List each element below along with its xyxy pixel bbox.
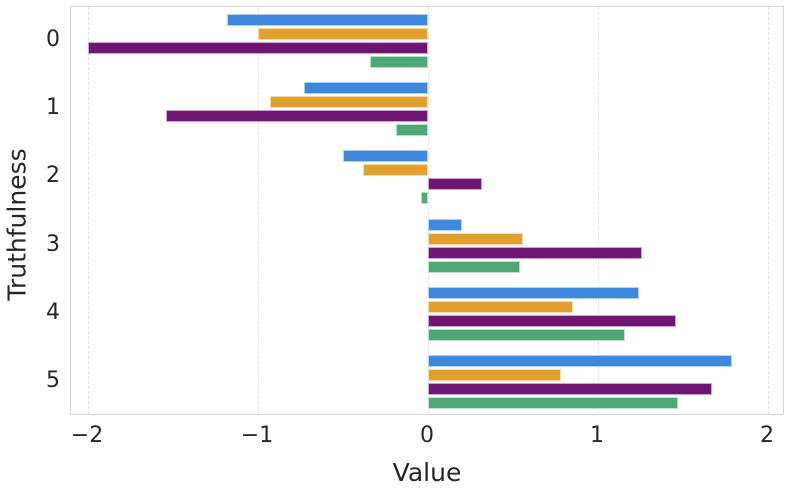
bar-series-orange-cat-2 bbox=[363, 164, 428, 177]
x-tick-label--1: −1 bbox=[240, 423, 274, 448]
plot-area bbox=[70, 6, 784, 415]
y-tick-label-4: 4 bbox=[46, 299, 60, 325]
gridline-x-2 bbox=[768, 7, 769, 414]
bar-series-orange-cat-5 bbox=[428, 368, 561, 381]
y-tick-label-0: 0 bbox=[46, 27, 60, 53]
gridline-x--2 bbox=[88, 7, 89, 414]
y-tick-label-5: 5 bbox=[46, 367, 60, 393]
bar-series-purple-cat-2 bbox=[428, 178, 483, 191]
bar-series-purple-cat-0 bbox=[88, 42, 428, 55]
x-tick-label-0: 0 bbox=[420, 423, 434, 448]
bar-series-green-cat-1 bbox=[395, 124, 428, 137]
bar-series-blue-cat-1 bbox=[303, 82, 428, 95]
y-tick-label-2: 2 bbox=[46, 163, 60, 189]
bar-series-orange-cat-3 bbox=[428, 232, 524, 245]
bar-series-orange-cat-4 bbox=[428, 300, 573, 313]
x-tick-label-2: 2 bbox=[760, 423, 774, 448]
bar-series-purple-cat-4 bbox=[428, 314, 677, 327]
bar-series-blue-cat-3 bbox=[428, 218, 462, 231]
bar-series-blue-cat-0 bbox=[227, 14, 428, 27]
bar-series-blue-cat-5 bbox=[428, 354, 733, 367]
bar-series-orange-cat-0 bbox=[258, 28, 428, 41]
bar-series-blue-cat-4 bbox=[428, 286, 639, 299]
bar-series-purple-cat-1 bbox=[166, 110, 428, 123]
bar-series-green-cat-2 bbox=[421, 192, 428, 205]
bar-series-orange-cat-1 bbox=[269, 96, 428, 109]
x-tick-label-1: 1 bbox=[590, 423, 604, 448]
bar-series-purple-cat-5 bbox=[428, 382, 712, 395]
bar-series-green-cat-5 bbox=[428, 396, 678, 409]
y-tick-label-3: 3 bbox=[46, 231, 60, 257]
bar-series-green-cat-4 bbox=[428, 328, 626, 341]
bar-series-green-cat-3 bbox=[428, 260, 520, 273]
gridline-x-0 bbox=[428, 7, 429, 414]
bar-series-blue-cat-2 bbox=[343, 150, 428, 163]
bar-series-green-cat-0 bbox=[370, 56, 428, 69]
bar-series-purple-cat-3 bbox=[428, 246, 643, 259]
x-axis-label: Value bbox=[392, 458, 462, 487]
y-tick-label-1: 1 bbox=[46, 95, 60, 121]
gridline-x-1 bbox=[598, 7, 599, 414]
gridline-x--1 bbox=[258, 7, 259, 414]
x-tick-label--2: −2 bbox=[70, 423, 104, 448]
